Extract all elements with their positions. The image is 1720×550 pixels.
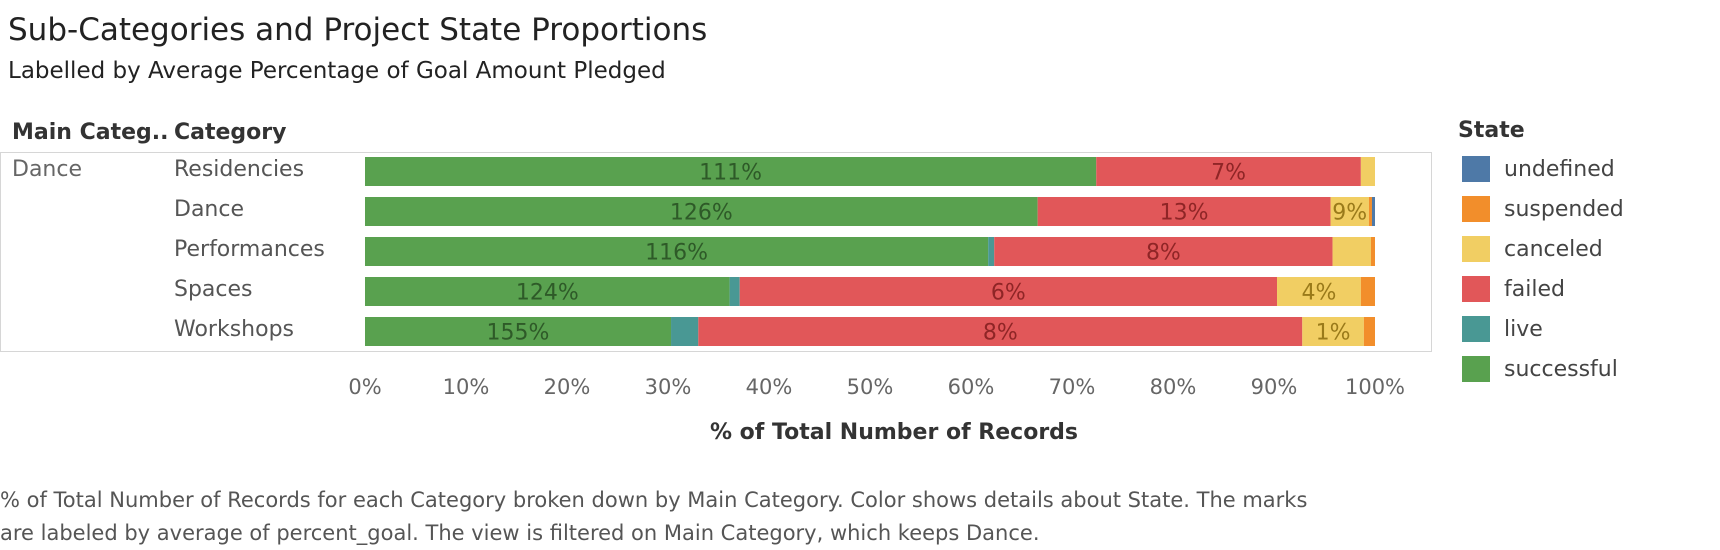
bar-performances-suspended[interactable]: [1370, 237, 1375, 266]
stacked-bar-chart: 111% 7% 126% 13% 9% 116% 8% 124% 6% 4% 155% 8% 1% 0% 1…: [348, 157, 1405, 399]
legend-swatch-canceled: [1462, 236, 1490, 262]
bar-spaces-canceled[interactable]: [1277, 277, 1361, 306]
bar-workshops-live[interactable]: [671, 317, 699, 346]
bar-performances-canceled[interactable]: [1332, 237, 1371, 266]
legend-item-suspended[interactable]: suspended: [1462, 194, 1624, 224]
bar-dance-failed[interactable]: [1037, 197, 1331, 226]
category-header[interactable]: Category: [174, 120, 287, 145]
bar-dance-canceled[interactable]: [1330, 197, 1369, 226]
bar-dance-suspended[interactable]: [1368, 197, 1372, 226]
bar-label-workshops-successful: 155%: [487, 321, 550, 346]
category-label-dance[interactable]: Dance: [174, 197, 244, 222]
category-label-spaces[interactable]: Spaces: [174, 277, 253, 302]
chart-caption: % of Total Number of Records for each Ca…: [0, 484, 1440, 550]
bar-performances-live[interactable]: [988, 237, 995, 266]
category-label-residencies[interactable]: Residencies: [174, 157, 305, 182]
x-tick-label: 10%: [443, 375, 490, 399]
bar-label-performances-failed: 8%: [1146, 241, 1181, 266]
legend-title: State: [1458, 118, 1525, 143]
x-tick-label: 50%: [847, 375, 894, 399]
legend-label-failed: failed: [1504, 276, 1565, 302]
bar-label-dance-successful: 126%: [670, 201, 733, 226]
legend-label-live: live: [1504, 316, 1543, 342]
bar-residencies-successful[interactable]: [365, 157, 1097, 186]
bar-label-dance-failed: 13%: [1160, 201, 1209, 226]
main-category-header[interactable]: Main Categ..: [12, 120, 169, 145]
bar-workshops-successful[interactable]: [365, 317, 672, 346]
category-label-workshops[interactable]: Workshops: [174, 317, 295, 342]
bar-spaces-suspended[interactable]: [1360, 277, 1375, 306]
legend-swatch-successful: [1462, 356, 1490, 382]
legend-label-canceled: canceled: [1504, 236, 1603, 262]
bar-label-workshops-failed: 8%: [983, 321, 1018, 346]
bar-label-spaces-canceled: 4%: [1301, 281, 1336, 306]
bar-label-spaces-failed: 6%: [991, 281, 1026, 306]
legend-item-failed[interactable]: failed: [1462, 274, 1565, 304]
bar-label-spaces-successful: 124%: [516, 281, 579, 306]
legend-item-live[interactable]: live: [1462, 314, 1543, 344]
bar-spaces-failed[interactable]: [739, 277, 1278, 306]
bar-dance-undefined[interactable]: [1371, 197, 1375, 226]
x-tick-label: 20%: [544, 375, 591, 399]
x-tick-label: 70%: [1049, 375, 1096, 399]
bar-label-performances-successful: 116%: [645, 241, 708, 266]
x-tick-label: 40%: [746, 375, 793, 399]
bar-residencies-canceled[interactable]: [1360, 157, 1375, 186]
chart-subtitle: Labelled by Average Percentage of Goal A…: [8, 58, 666, 84]
x-tick-label: 80%: [1150, 375, 1197, 399]
bar-workshops-failed[interactable]: [698, 317, 1303, 346]
legend-swatch-failed: [1462, 276, 1490, 302]
caption-line-2: are labeled by average of percent_goal. …: [0, 521, 1040, 545]
bar-residencies-failed[interactable]: [1096, 157, 1361, 186]
bar-label-residencies-successful: 111%: [699, 161, 762, 186]
bar-label-workshops-canceled: 1%: [1316, 321, 1351, 346]
bar-label-residencies-failed: 7%: [1211, 161, 1246, 186]
x-tick-label: 60%: [948, 375, 995, 399]
x-tick-label: 0%: [348, 375, 381, 399]
x-tick-label: 100%: [1345, 375, 1405, 399]
bar-workshops-suspended[interactable]: [1363, 317, 1375, 346]
x-tick-label: 90%: [1251, 375, 1298, 399]
bar-performances-successful[interactable]: [365, 237, 989, 266]
bar-spaces-live[interactable]: [729, 277, 740, 306]
main-category-cell[interactable]: Dance: [12, 157, 82, 182]
legend-label-successful: successful: [1504, 356, 1618, 382]
legend-label-undefined: undefined: [1504, 156, 1615, 182]
legend-item-successful[interactable]: successful: [1462, 354, 1618, 384]
legend-swatch-live: [1462, 316, 1490, 342]
legend-swatch-undefined: [1462, 156, 1490, 182]
bar-performances-failed[interactable]: [994, 237, 1333, 266]
legend-swatch-suspended: [1462, 196, 1490, 222]
legend-item-undefined[interactable]: undefined: [1462, 154, 1615, 184]
bar-label-dance-canceled: 9%: [1332, 201, 1367, 226]
bar-workshops-canceled[interactable]: [1302, 317, 1364, 346]
bar-spaces-successful[interactable]: [365, 277, 730, 306]
category-label-performances[interactable]: Performances: [174, 237, 325, 262]
x-axis-label: % of Total Number of Records: [709, 420, 1079, 445]
legend-item-canceled[interactable]: canceled: [1462, 234, 1603, 264]
caption-line-1: % of Total Number of Records for each Ca…: [0, 488, 1308, 512]
chart-title: Sub-Categories and Project State Proport…: [8, 12, 708, 48]
chart-frame: [0, 152, 1432, 352]
legend-label-suspended: suspended: [1504, 196, 1624, 222]
bar-dance-successful[interactable]: [365, 197, 1038, 226]
x-tick-label: 30%: [645, 375, 692, 399]
